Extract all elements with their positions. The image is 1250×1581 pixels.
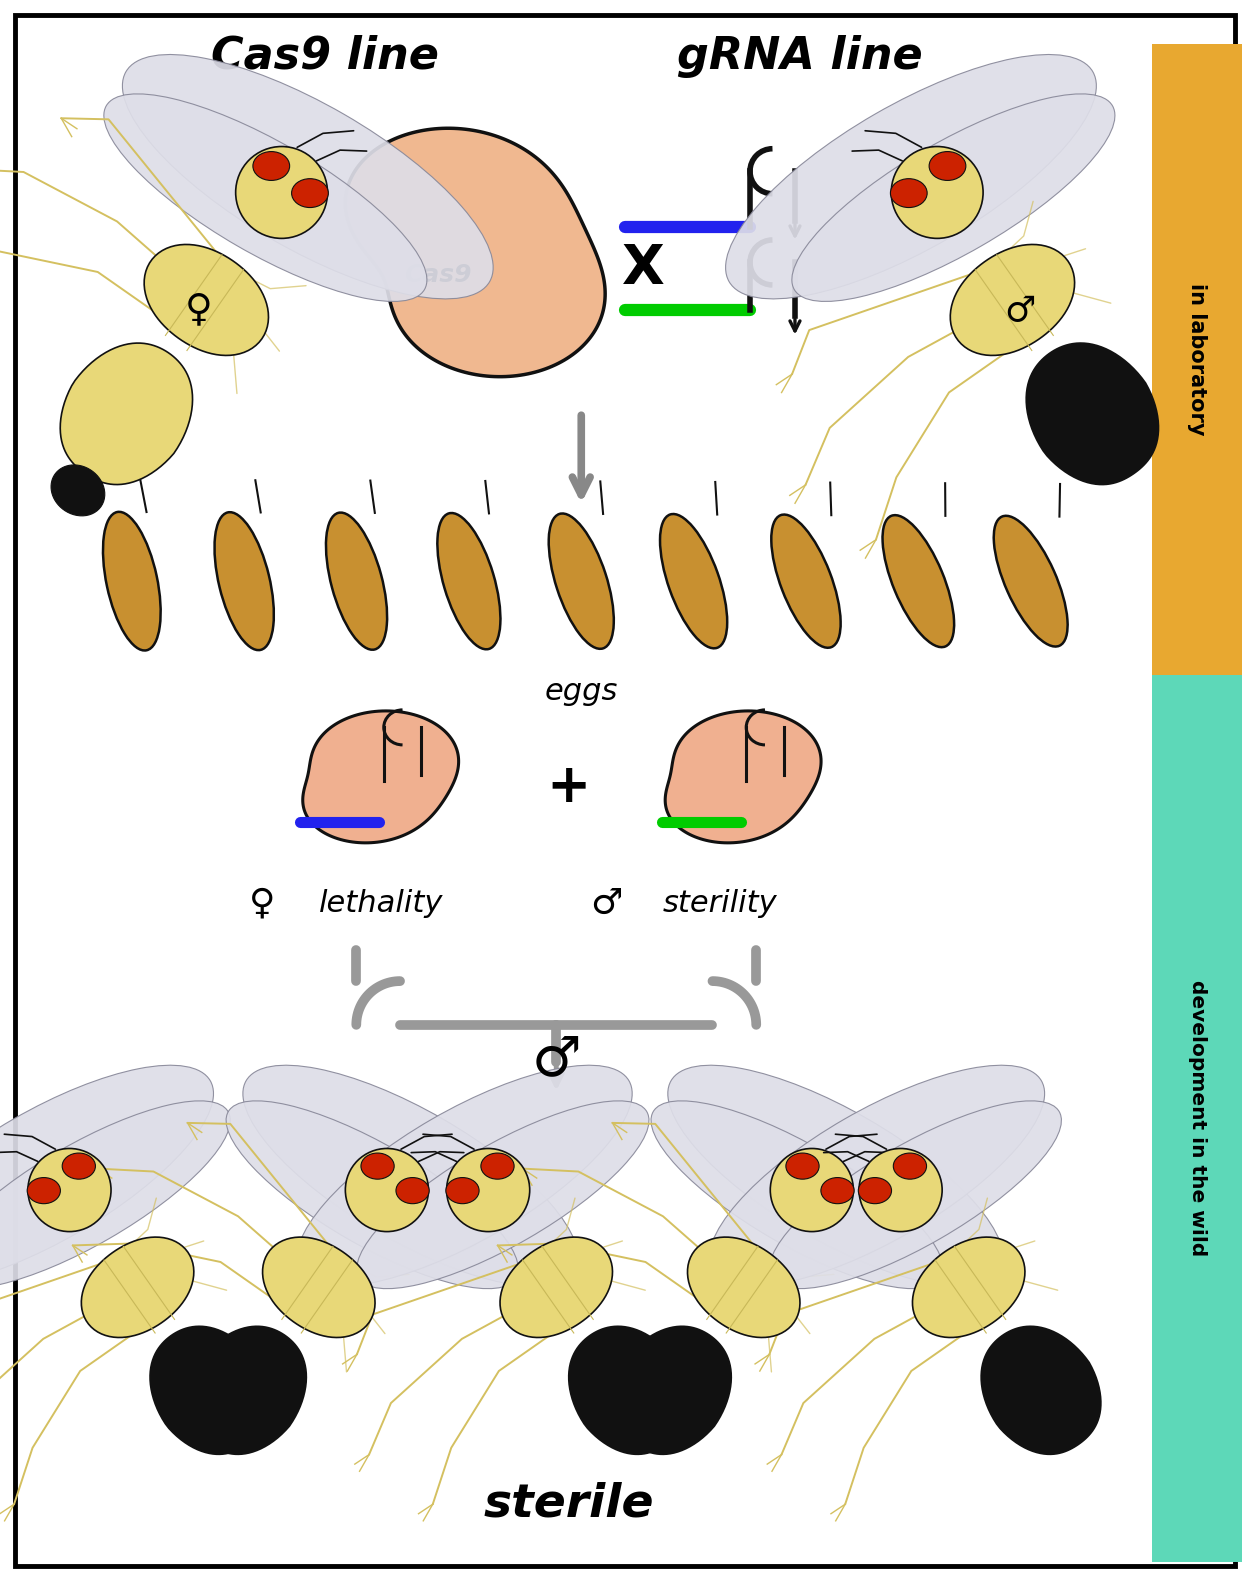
FancyBboxPatch shape (15, 14, 1235, 1567)
Polygon shape (950, 245, 1075, 356)
Ellipse shape (356, 1100, 649, 1289)
Polygon shape (60, 343, 192, 484)
Ellipse shape (894, 1153, 926, 1179)
Polygon shape (981, 1326, 1101, 1455)
Ellipse shape (791, 93, 1115, 302)
Text: in laboratory: in laboratory (1188, 283, 1208, 436)
Polygon shape (81, 1236, 194, 1338)
Text: development in the wild: development in the wild (1188, 980, 1208, 1257)
Ellipse shape (226, 1100, 519, 1289)
Ellipse shape (446, 1178, 479, 1203)
Ellipse shape (709, 1066, 1045, 1287)
Ellipse shape (890, 179, 928, 207)
Ellipse shape (668, 1066, 1004, 1287)
Ellipse shape (438, 512, 500, 650)
Ellipse shape (859, 1178, 891, 1203)
Polygon shape (345, 128, 605, 376)
Ellipse shape (660, 514, 727, 648)
Ellipse shape (481, 1153, 514, 1179)
Ellipse shape (62, 1153, 95, 1179)
Polygon shape (51, 465, 105, 515)
Circle shape (891, 147, 983, 239)
Polygon shape (262, 1236, 375, 1338)
Polygon shape (124, 332, 212, 375)
Text: X: X (622, 242, 665, 296)
Ellipse shape (882, 515, 954, 647)
Ellipse shape (929, 152, 966, 180)
Ellipse shape (396, 1178, 429, 1203)
Polygon shape (500, 1236, 612, 1338)
Ellipse shape (0, 1100, 230, 1289)
Ellipse shape (994, 515, 1068, 647)
FancyBboxPatch shape (1152, 675, 1242, 1562)
Circle shape (859, 1148, 942, 1232)
Ellipse shape (102, 512, 161, 650)
Ellipse shape (253, 152, 290, 180)
Text: ♀: ♀ (185, 292, 213, 329)
Polygon shape (611, 1326, 731, 1455)
Ellipse shape (291, 179, 329, 207)
Polygon shape (70, 422, 146, 457)
FancyBboxPatch shape (1152, 44, 1242, 675)
Ellipse shape (786, 1153, 819, 1179)
Polygon shape (1026, 343, 1159, 484)
Polygon shape (688, 1236, 800, 1338)
Ellipse shape (296, 1066, 632, 1287)
Ellipse shape (326, 512, 388, 650)
Circle shape (28, 1148, 111, 1232)
Ellipse shape (104, 93, 428, 302)
Text: lethality: lethality (319, 889, 444, 919)
Circle shape (770, 1148, 854, 1232)
Ellipse shape (651, 1100, 944, 1289)
Polygon shape (569, 1326, 689, 1455)
Ellipse shape (28, 1178, 60, 1203)
Text: sterility: sterility (662, 889, 778, 919)
Circle shape (446, 1148, 530, 1232)
Ellipse shape (215, 512, 274, 650)
Circle shape (236, 147, 328, 239)
Polygon shape (144, 245, 269, 356)
Text: ♀: ♀ (249, 887, 276, 920)
Ellipse shape (769, 1100, 1061, 1289)
Text: +: + (546, 762, 591, 813)
Ellipse shape (361, 1153, 394, 1179)
Ellipse shape (725, 54, 1096, 299)
Text: ♂: ♂ (1004, 294, 1036, 327)
Polygon shape (150, 1326, 270, 1455)
Polygon shape (48, 462, 118, 492)
Text: gRNA line: gRNA line (678, 35, 922, 77)
Ellipse shape (771, 514, 841, 648)
Text: ♂: ♂ (590, 887, 622, 920)
Text: Cas9: Cas9 (404, 262, 471, 288)
Text: ♂: ♂ (531, 1032, 581, 1086)
Ellipse shape (821, 1178, 854, 1203)
Ellipse shape (122, 54, 494, 299)
Polygon shape (186, 1326, 306, 1455)
Text: Cas9 line: Cas9 line (211, 35, 439, 77)
Ellipse shape (549, 514, 614, 648)
Text: sterile: sterile (484, 1481, 654, 1526)
Polygon shape (665, 711, 821, 843)
Polygon shape (98, 378, 180, 416)
Polygon shape (912, 1236, 1025, 1338)
Circle shape (345, 1148, 429, 1232)
Ellipse shape (0, 1066, 214, 1287)
Text: eggs: eggs (545, 677, 618, 705)
Ellipse shape (242, 1066, 579, 1287)
Polygon shape (302, 711, 459, 843)
